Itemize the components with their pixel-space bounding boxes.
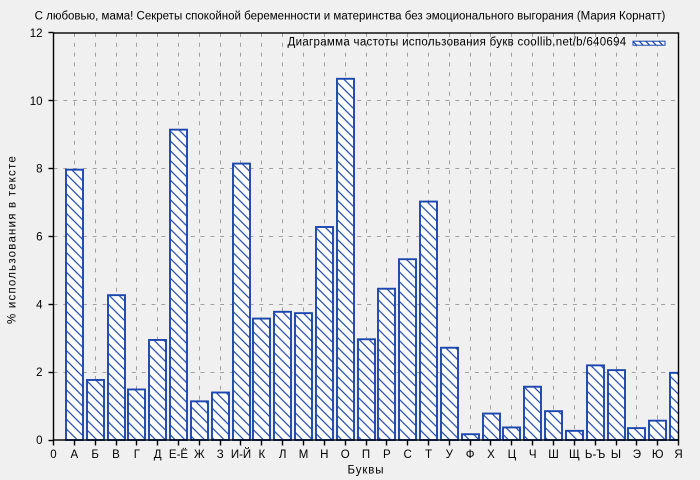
- svg-text:10: 10: [30, 96, 43, 108]
- svg-text:0: 0: [50, 449, 56, 461]
- svg-text:% использования в тексте: % использования в тексте: [7, 155, 19, 324]
- svg-text:А: А: [70, 449, 78, 461]
- svg-text:О: О: [341, 449, 350, 461]
- svg-text:С: С: [404, 449, 412, 461]
- svg-text:12: 12: [30, 28, 43, 40]
- svg-text:Диаграмма частоты использовани: Диаграмма частоты использования букв coo…: [288, 37, 627, 49]
- svg-text:Г: Г: [134, 449, 141, 461]
- svg-text:Ф: Ф: [466, 449, 475, 461]
- svg-text:К: К: [258, 449, 265, 461]
- svg-text:З: З: [217, 449, 224, 461]
- svg-text:Е-Ё: Е-Ё: [169, 449, 189, 461]
- svg-text:Н: Н: [320, 449, 328, 461]
- svg-text:Буквы: Буквы: [348, 465, 385, 477]
- svg-text:Х: Х: [487, 449, 495, 461]
- svg-text:2: 2: [36, 367, 42, 379]
- svg-text:Д: Д: [154, 449, 162, 461]
- svg-text:С любовью, мама! Секреты споко: С любовью, мама! Секреты спокойной берем…: [35, 11, 666, 23]
- svg-text:Ы: Ы: [611, 449, 621, 461]
- svg-text:П: П: [362, 449, 370, 461]
- svg-text:Я: Я: [674, 449, 682, 461]
- svg-text:Ь-Ъ: Ь-Ъ: [585, 449, 605, 461]
- svg-text:Т: Т: [425, 449, 432, 461]
- svg-text:Ш: Ш: [548, 449, 559, 461]
- svg-text:В: В: [112, 449, 120, 461]
- svg-text:4: 4: [36, 299, 43, 311]
- svg-text:И-Й: И-Й: [231, 448, 251, 461]
- svg-text:Щ: Щ: [569, 449, 580, 461]
- svg-text:Э: Э: [633, 449, 641, 461]
- svg-text:Р: Р: [383, 449, 391, 461]
- svg-text:Ч: Ч: [529, 449, 537, 461]
- svg-text:У: У: [446, 449, 454, 461]
- svg-text:8: 8: [36, 164, 42, 176]
- svg-text:Ж: Ж: [194, 449, 205, 461]
- svg-text:Б: Б: [91, 449, 99, 461]
- svg-text:Ю: Ю: [652, 449, 664, 461]
- svg-text:0: 0: [36, 435, 42, 447]
- svg-text:Ц: Ц: [508, 449, 517, 461]
- svg-text:6: 6: [36, 232, 42, 244]
- svg-text:М: М: [299, 449, 309, 461]
- svg-text:Л: Л: [279, 449, 287, 461]
